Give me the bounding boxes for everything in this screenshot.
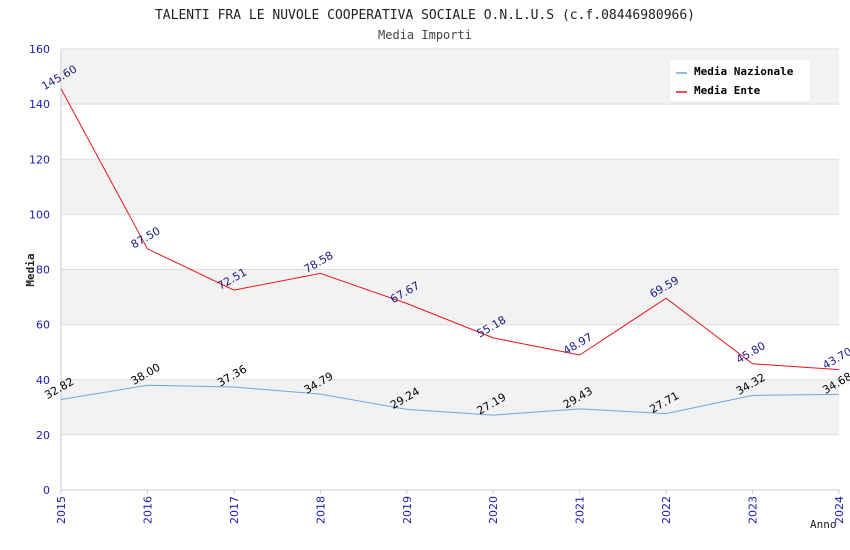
- y-axis-label: Media: [24, 253, 37, 286]
- x-tick-label: 2015: [55, 496, 68, 524]
- legend-box: [670, 60, 810, 101]
- y-tick-label: 120: [29, 153, 50, 166]
- y-tick-label: 100: [29, 208, 50, 221]
- x-tick-label: 2019: [401, 496, 414, 524]
- data-label: 43.70: [820, 345, 850, 372]
- y-tick-label: 80: [36, 264, 50, 277]
- y-tick-labels: 0 20 40 60 80 100 120 140 160: [29, 43, 50, 497]
- legend-label-media-nazionale: Media Nazionale: [694, 65, 794, 78]
- y-tick-label: 60: [36, 319, 50, 332]
- series-line-media-nazionale: [60, 384, 840, 416]
- x-tick-label: 2018: [314, 496, 327, 524]
- y-tick-label: 20: [36, 429, 50, 442]
- y-tick-label: 40: [36, 374, 50, 387]
- data-label: 48.97: [561, 330, 595, 357]
- plot-background-bands: [61, 49, 839, 435]
- series-lines: [60, 88, 840, 416]
- band: [61, 159, 839, 215]
- x-tick-label: 2020: [487, 496, 500, 524]
- legend-label-media-ente: Media Ente: [694, 84, 761, 97]
- x-tick-label: 2017: [228, 496, 241, 524]
- x-axis-label: Anno: [810, 518, 837, 531]
- x-tick-label: 2016: [141, 496, 154, 524]
- chart-subtitle: Media Importi: [378, 28, 472, 42]
- y-tick-label: 160: [29, 43, 50, 56]
- x-tick-label: 2021: [574, 496, 587, 524]
- legend: Media Nazionale Media Ente: [670, 60, 810, 101]
- band: [61, 379, 839, 435]
- x-tick-label: 2023: [747, 496, 760, 524]
- y-tick-label: 0: [43, 484, 50, 497]
- y-tick-label: 140: [29, 98, 50, 111]
- x-tick-label: 2024: [833, 496, 846, 524]
- band: [61, 269, 839, 325]
- x-tick-labels: 2015 2016 2017 2018 2019 2020 2021 2022 2023 2024: [55, 496, 846, 524]
- data-label: 87.50: [129, 224, 163, 251]
- x-tick-label: 2022: [660, 496, 673, 524]
- chart-title: TALENTI FRA LE NUVOLE COOPERATIVA SOCIAL…: [155, 8, 695, 23]
- axes: [60, 49, 840, 494]
- series-line-media-ente: [60, 88, 840, 371]
